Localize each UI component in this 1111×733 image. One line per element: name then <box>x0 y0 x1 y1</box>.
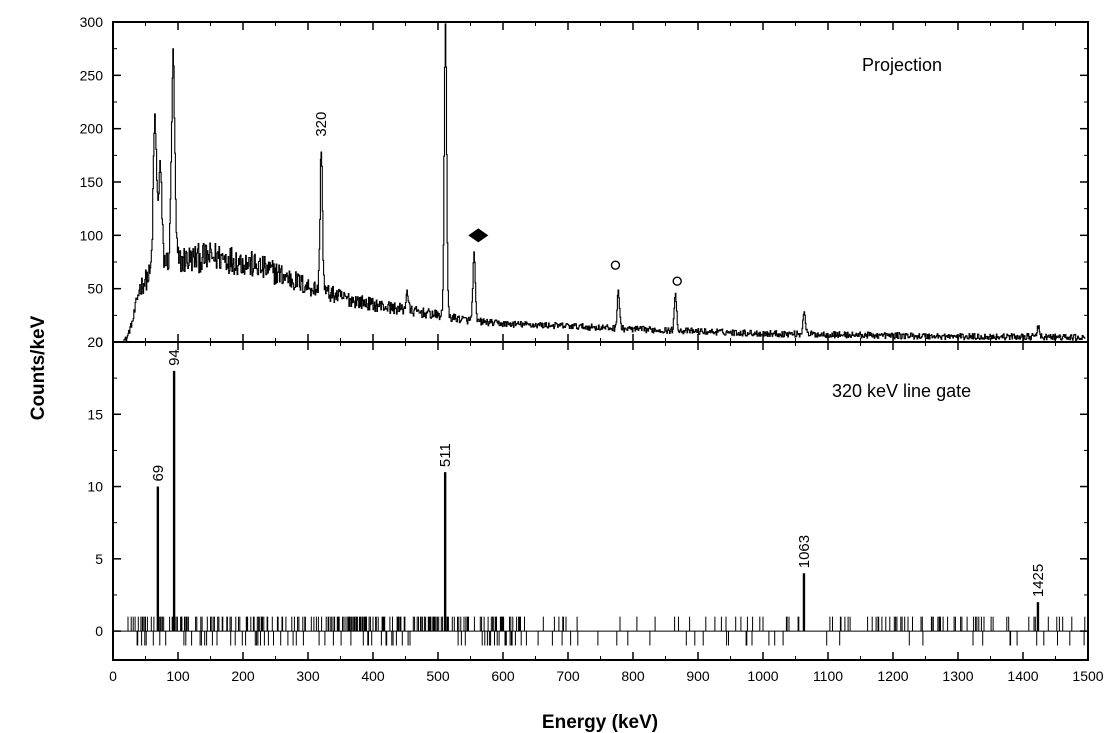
x-tick-label: 200 <box>231 668 255 684</box>
x-tick-label: 700 <box>556 668 580 684</box>
y-tick-label: 50 <box>87 281 103 297</box>
x-axis-title: Energy (keV) <box>542 712 658 733</box>
x-tick-label: 1200 <box>877 668 908 684</box>
x-tick-label: 1400 <box>1007 668 1038 684</box>
x-tick-label: 1000 <box>747 668 778 684</box>
y-tick-label: 200 <box>80 121 104 137</box>
gate-panel-title: 320 keV line gate <box>832 381 971 401</box>
x-tick-label: 500 <box>426 668 450 684</box>
y-tick-label: 20 <box>87 334 103 350</box>
x-tick-label: 1100 <box>813 668 843 684</box>
y-tick-label: 0 <box>95 334 103 350</box>
circle-marker <box>610 260 621 270</box>
y-tick-label: 15 <box>87 406 103 422</box>
x-tick-label: 100 <box>166 668 190 684</box>
y-tick-label: 150 <box>80 174 104 190</box>
y-tick-label: 0 <box>95 623 103 639</box>
peak-label: 511 <box>437 443 454 467</box>
projection-spectrum-line <box>122 23 1086 343</box>
x-tick-label: 900 <box>686 668 710 684</box>
x-tick-label: 1500 <box>1072 668 1103 684</box>
peak-label: 1425 <box>1030 564 1047 597</box>
circle-marker <box>672 276 682 286</box>
y-tick-label: 300 <box>80 14 104 30</box>
y-tick-label: 10 <box>87 479 103 495</box>
peak-label: 320 <box>313 112 330 137</box>
projection-panel: Projection 0 50 100 150 200 250 300 320 <box>80 14 1089 350</box>
x-tick-label: 600 <box>491 668 515 684</box>
peak-label: 94 <box>166 349 183 366</box>
peak-label: 1063 <box>796 535 813 568</box>
y-tick-label: 250 <box>80 67 104 83</box>
y-tick-label: 5 <box>95 551 103 567</box>
x-tick-label: 800 <box>621 668 645 684</box>
gate-noise-bins <box>127 616 1086 646</box>
x-tick-label: 400 <box>361 668 385 684</box>
peak-label: 69 <box>150 465 167 482</box>
y-axis-title: Counts/keV <box>28 315 49 420</box>
gate-panel: 320 keV line gate 0 100 200 300 400 500 600 700… <box>87 334 1103 684</box>
x-tick-label: 0 <box>109 668 117 684</box>
x-tick-label: 1300 <box>942 668 973 684</box>
diamond-marker <box>468 228 489 243</box>
y-tick-label: 100 <box>80 227 104 243</box>
x-tick-label: 300 <box>296 668 320 684</box>
projection-panel-title: Projection <box>862 55 942 75</box>
